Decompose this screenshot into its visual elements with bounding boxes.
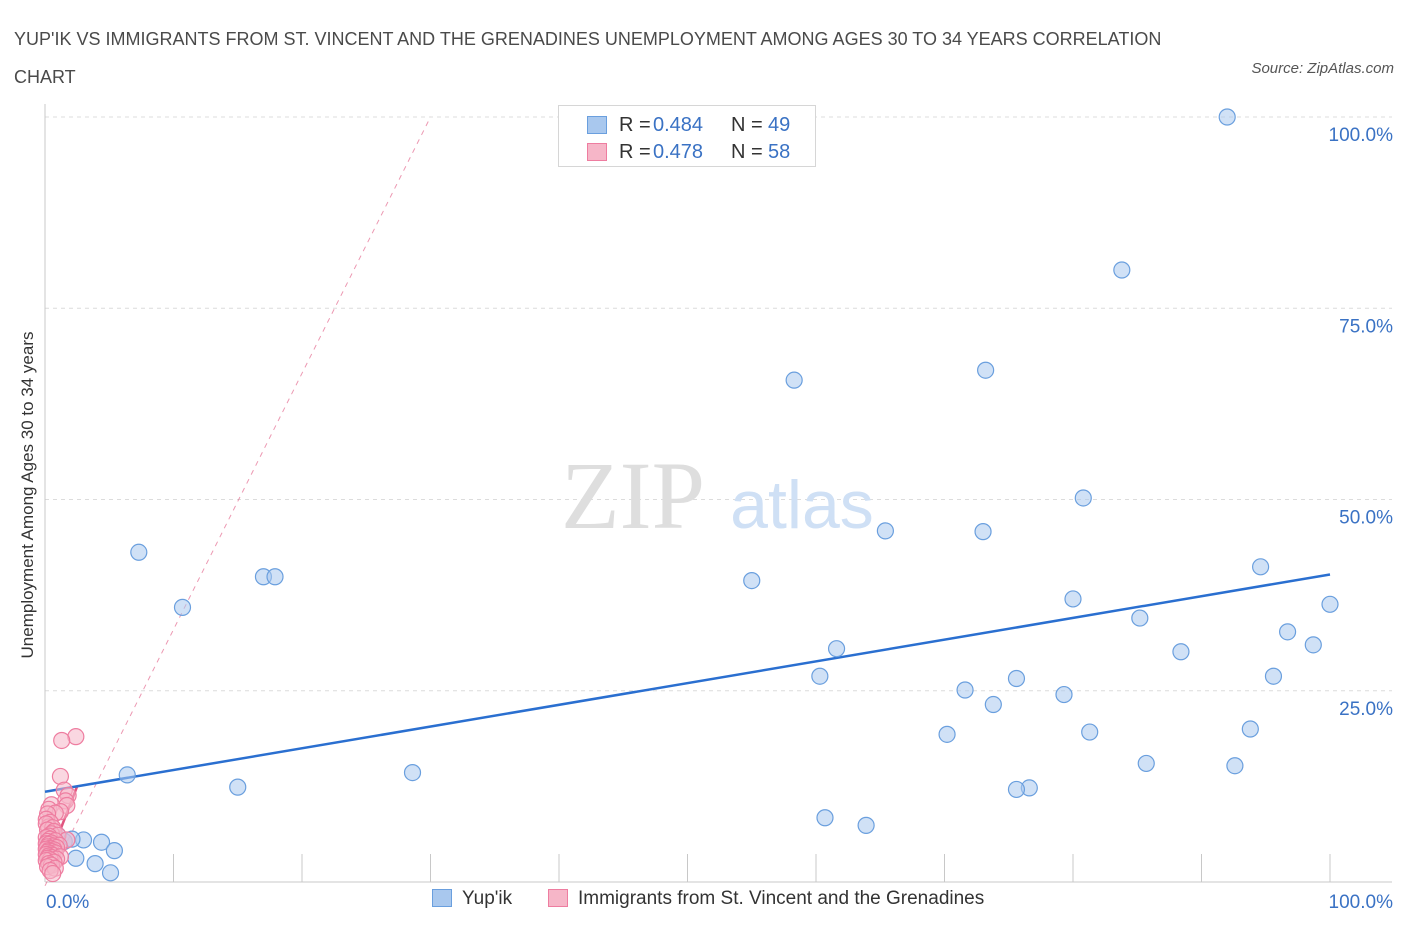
point-yupik <box>1226 757 1244 775</box>
point-yupik <box>1172 643 1190 661</box>
legend-n-label: N = <box>731 114 763 136</box>
point-yupik <box>984 695 1002 714</box>
point-yupik <box>101 864 120 882</box>
series-swatch-pink <box>548 889 568 907</box>
point-yupik <box>266 568 284 586</box>
trendline-yupik <box>44 573 1331 793</box>
legend-r-label: R = <box>619 114 651 136</box>
series-legend-immigrants: Immigrants from St. Vincent and the Gren… <box>548 888 984 910</box>
point-yupik <box>1113 261 1131 279</box>
series-legend-yupik: Yup'ik <box>432 888 512 910</box>
point-yupik <box>229 778 247 796</box>
point-yupik <box>403 764 422 782</box>
watermark-zip: ZIP <box>561 442 705 549</box>
point-yupik <box>1278 623 1297 641</box>
point-yupik <box>1218 108 1236 126</box>
legend-n-value: 49 <box>768 114 791 136</box>
point-yupik <box>811 667 829 685</box>
legend-swatch-pink <box>587 143 607 161</box>
point-yupik <box>1137 754 1155 773</box>
x-tick-label: 0.0% <box>46 892 89 913</box>
point-yupik <box>743 571 761 590</box>
point-yupik <box>1321 595 1339 613</box>
point-yupik <box>86 855 104 873</box>
point-yupik <box>785 371 803 389</box>
point-yupik <box>1007 780 1026 799</box>
legend-n-label: N = <box>731 141 763 163</box>
y-axis-label: Unemployment Among Ages 30 to 34 years <box>18 331 37 659</box>
point-immigrants <box>67 728 85 746</box>
point-yupik <box>827 640 846 658</box>
point-yupik <box>105 842 123 860</box>
point-yupik <box>1304 636 1322 654</box>
axes <box>44 104 1392 883</box>
point-yupik <box>956 681 974 699</box>
legend-r-value: 0.484 <box>653 114 704 136</box>
y-tick-label: 50.0% <box>1339 508 1393 529</box>
point-yupik <box>130 543 148 561</box>
point-yupik <box>1131 609 1149 627</box>
y-tick-label: 25.0% <box>1339 699 1393 720</box>
legend-swatch-blue <box>587 116 607 134</box>
point-yupik <box>816 809 834 827</box>
legend-r-label: R = <box>619 141 651 163</box>
point-yupik <box>1055 685 1073 704</box>
watermark-atlas: atlas <box>730 467 874 543</box>
point-immigrants <box>53 731 71 750</box>
point-yupik <box>977 361 995 379</box>
point-yupik <box>1074 489 1092 507</box>
trendline-immigrants-dashed <box>44 116 431 887</box>
point-yupik <box>1007 669 1026 688</box>
legend-n-value: 58 <box>768 141 791 163</box>
point-yupik <box>173 598 192 616</box>
series-name-yupik: Yup'ik <box>462 888 513 909</box>
point-yupik <box>1064 590 1082 608</box>
point-yupik <box>938 725 956 743</box>
correlation-legend: R = 0.484 N = 49 R = 0.478 N = 58 <box>558 105 816 167</box>
y-tick-label: 75.0% <box>1339 316 1393 337</box>
series-name-immigrants: Immigrants from St. Vincent and the Gren… <box>578 888 985 909</box>
data-points <box>37 108 1339 883</box>
series-swatch-blue <box>432 889 452 907</box>
point-yupik <box>974 523 992 541</box>
point-yupik <box>1264 667 1283 685</box>
y-tick-label: 100.0% <box>1329 125 1394 146</box>
point-yupik <box>1081 723 1099 741</box>
point-yupik <box>1241 720 1259 738</box>
point-yupik <box>67 849 85 867</box>
point-yupik <box>118 766 136 784</box>
point-yupik <box>876 522 894 540</box>
tick-labels: 25.0% 50.0% 75.0% 100.0% 0.0% 100.0% <box>46 125 1393 913</box>
watermark: ZIP atlas <box>561 442 874 549</box>
legend-r-value: 0.478 <box>653 141 704 163</box>
point-yupik <box>857 816 875 834</box>
x-tick-label: 100.0% <box>1329 892 1394 913</box>
grid-lines <box>45 116 1392 692</box>
source-label: Source: ZipAtlas.com <box>1251 60 1394 77</box>
point-yupik <box>92 833 111 851</box>
chart-title: YUP'IK VS IMMIGRANTS FROM ST. VINCENT AN… <box>14 29 1162 87</box>
point-immigrants <box>44 864 62 883</box>
point-yupik <box>1252 558 1270 576</box>
